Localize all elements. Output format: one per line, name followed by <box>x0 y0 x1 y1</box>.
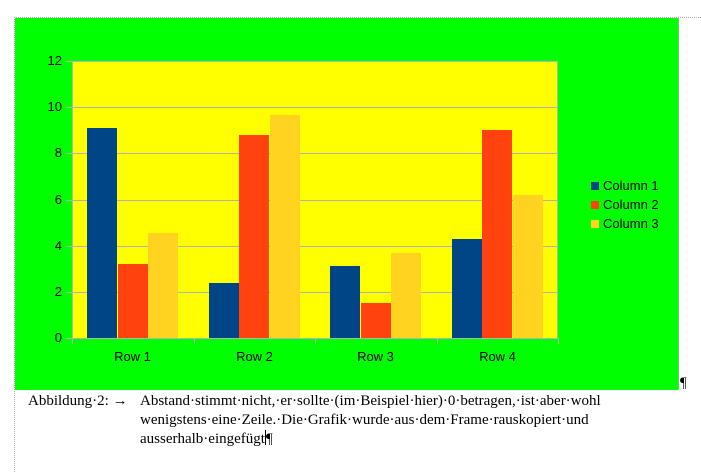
y-tick <box>66 246 72 247</box>
y-tick <box>66 338 72 339</box>
caption-text-1: Abstand·stimmt·nicht,·er·sollte·(im·Beis… <box>140 393 601 409</box>
bar-row-1-column-3[interactable] <box>148 233 178 338</box>
legend-label: Column 1 <box>603 178 659 193</box>
caption-label: Abbildung·2: → <box>28 393 128 409</box>
bar-row-4-column-1[interactable] <box>452 239 482 338</box>
y-tick <box>66 61 72 62</box>
legend-swatch-icon <box>591 219 599 228</box>
y-axis-label: 12 <box>47 53 62 68</box>
chart-legend: Column 1 Column 2 Column 3 <box>591 176 659 233</box>
y-tick <box>66 292 72 293</box>
x-axis-label: Row 1 <box>114 349 151 364</box>
bar-row-4-column-2[interactable] <box>482 130 512 338</box>
y-axis-label: 4 <box>54 238 62 253</box>
bar-row-1-column-2[interactable] <box>118 264 148 338</box>
gridline <box>72 292 558 293</box>
y-axis-label: 2 <box>54 284 62 299</box>
gridline <box>72 107 558 108</box>
figure-caption[interactable]: Abbildung·2: → Abstand·stimmt·nicht,·er·s… <box>28 392 688 449</box>
bar-row-1-column-1[interactable] <box>87 128 117 338</box>
y-axis-label: 0 <box>54 330 62 345</box>
caption-text-3: ausserhalb·eingefügt <box>140 431 265 447</box>
legend-swatch-icon <box>591 181 599 190</box>
bar-row-2-column-2[interactable] <box>239 135 269 338</box>
legend-item-column-2: Column 2 <box>591 195 659 214</box>
x-tick <box>72 338 73 344</box>
y-axis-label: 6 <box>54 192 62 207</box>
page-boundary-top <box>14 17 701 18</box>
gridline <box>72 246 558 247</box>
legend-label: Column 2 <box>603 197 659 212</box>
x-tick <box>437 338 438 344</box>
x-tick <box>315 338 316 344</box>
legend-label: Column 3 <box>603 216 659 231</box>
bar-row-3-column-1[interactable] <box>330 266 360 338</box>
bar-row-3-column-3[interactable] <box>391 253 421 338</box>
x-tick <box>194 338 195 344</box>
bar-row-3-column-2[interactable] <box>361 303 391 338</box>
page-boundary-left <box>14 17 15 472</box>
y-axis-label: 8 <box>54 145 62 160</box>
x-axis-label: Row 2 <box>236 349 273 364</box>
gridline <box>72 153 558 154</box>
gridline <box>72 200 558 201</box>
y-axis-label: 10 <box>47 99 62 114</box>
caption-line-2: wenigstens·eine·Zeile.·Die·Grafik·wurde·… <box>140 412 589 428</box>
caption-line-1: Abbildung·2: → Abstand·stimmt·nicht,·er·s… <box>28 392 688 411</box>
x-tick <box>558 338 559 344</box>
bar-row-2-column-1[interactable] <box>209 283 239 338</box>
legend-swatch-icon <box>591 200 599 209</box>
legend-item-column-3: Column 3 <box>591 214 659 233</box>
x-axis-label: Row 4 <box>479 349 516 364</box>
y-tick <box>66 107 72 108</box>
paragraph-mark: ¶ <box>680 375 687 391</box>
x-axis-label: Row 3 <box>357 349 394 364</box>
text-cursor <box>264 430 266 445</box>
y-tick <box>66 200 72 201</box>
caption-end-mark: ¶ <box>265 431 273 447</box>
bar-row-4-column-3[interactable] <box>513 195 543 338</box>
caption-line-3: ausserhalb·eingefügt¶ <box>28 430 688 449</box>
bar-row-2-column-3[interactable] <box>270 115 300 338</box>
legend-item-column-1: Column 1 <box>591 176 659 195</box>
gridline <box>72 61 558 62</box>
y-tick <box>66 153 72 154</box>
